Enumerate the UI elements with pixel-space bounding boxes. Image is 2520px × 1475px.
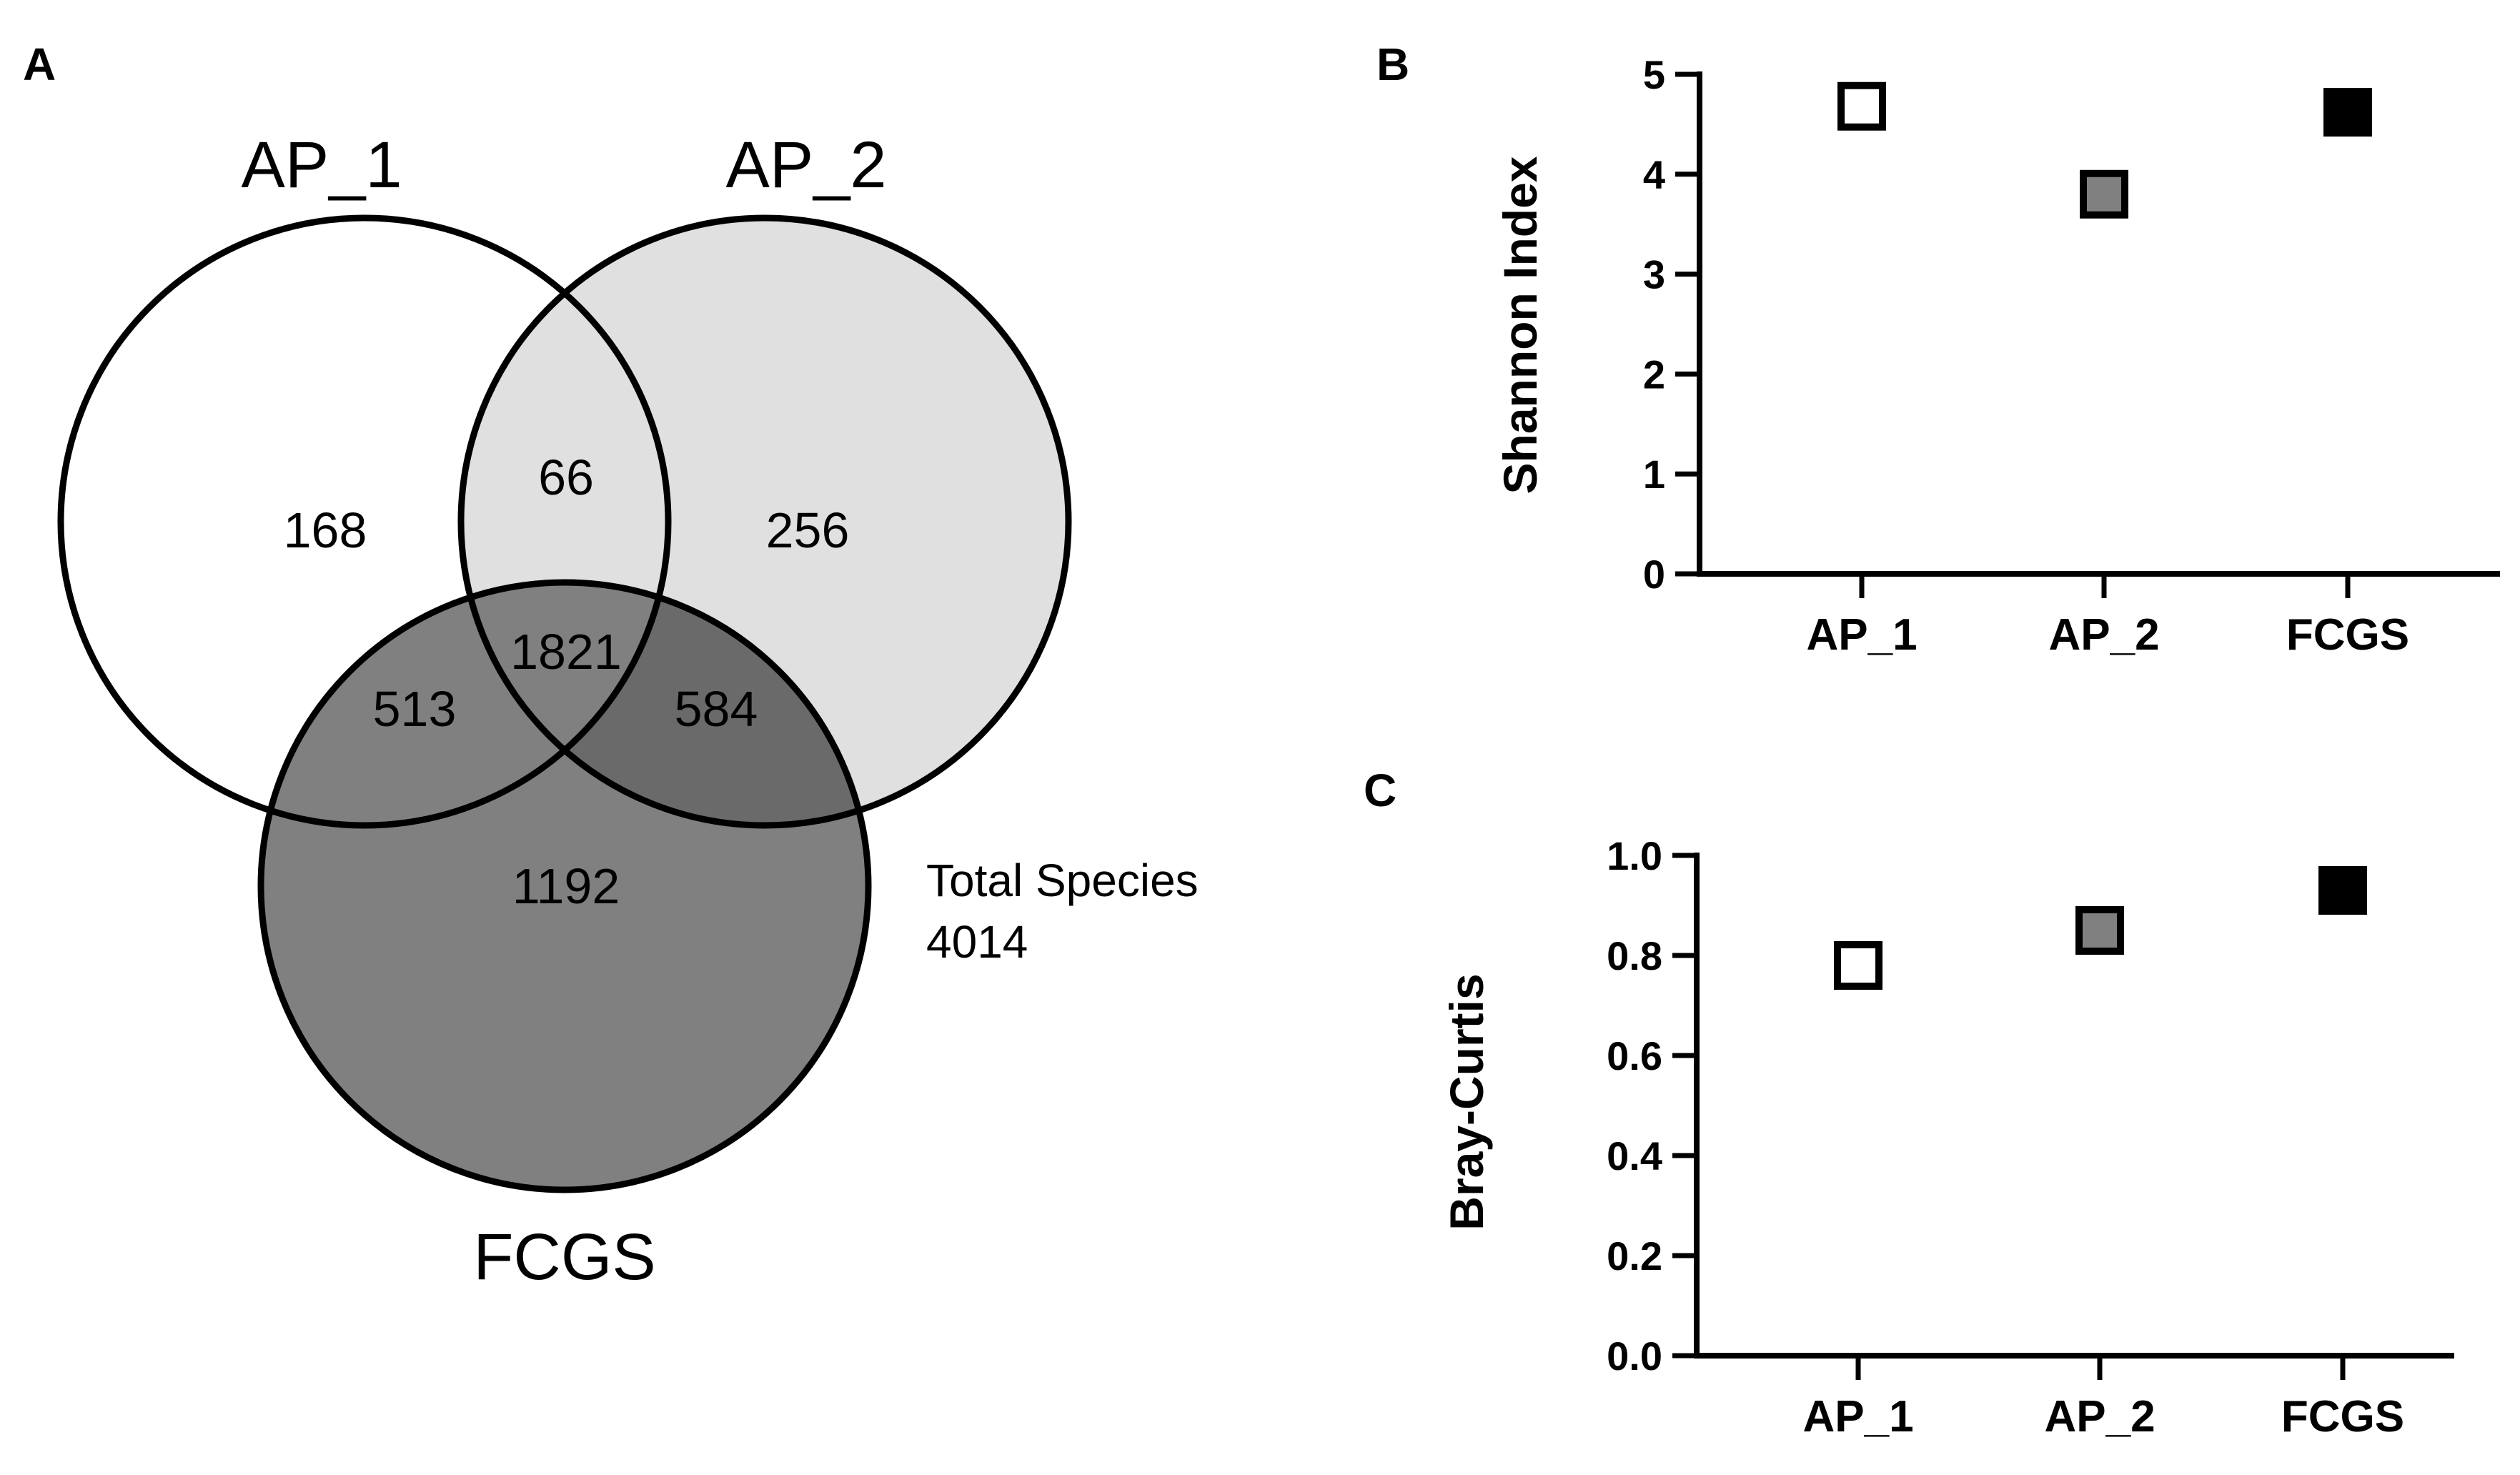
venn-count-all: 1821 [510,624,622,680]
shannon-x-tick-label: AP_1 [1806,610,1917,660]
bray-curtis-y-tick-label: 0.4 [1607,1133,1662,1178]
shannon-y-tick-label: 5 [1643,52,1665,97]
bray-curtis-y-tick-label: 0.0 [1607,1334,1662,1379]
bray-curtis-x-tick-label: AP_1 [1802,1392,1913,1441]
bray-curtis-y-tick-label: 0.8 [1607,933,1662,978]
venn-label-ap1: AP_1 [241,129,402,202]
venn-label-fcgs: FCGS [473,1221,656,1293]
bray-curtis-point-ap1 [1834,941,1882,990]
venn-circle-fcgs-outline [257,579,872,1193]
bray-curtis-chart: C Bray-Curtis 0.0 0.2 0.4 0.6 0.8 1.0 AP_1 AP_2… [1364,765,2454,1441]
venn-count-ap1-fcgs: 513 [373,681,457,737]
shannon-point-fcgs [2323,88,2372,137]
bray-curtis-point-fcgs [2318,866,2367,915]
venn-circle-ap2-outline [457,214,1072,829]
shannon-x-tick-label: AP_2 [2048,610,2159,660]
panel-label-b: B [1376,39,1409,90]
shannon-chart: B Shannon Index 0 1 2 3 4 5 AP_1 AP_2 FCGS [1376,39,2500,660]
shannon-x-tick-label: FCGS [2286,610,2409,660]
venn-circle-ap1-outline [57,214,672,829]
bray-curtis-y-axis-title: Bray-Curtis [1440,973,1493,1230]
shannon-point-ap1 [1837,81,1886,131]
venn-panel: A AP_1 AP_2 FCGS 168 256 66 1821 513 584… [23,39,1199,1293]
shannon-y-axis-title: Shannon Index [1494,156,1547,494]
bray-curtis-y-tick-label: 0.2 [1607,1233,1662,1278]
bray-curtis-y-tick-label: 0.6 [1607,1033,1662,1078]
shannon-y-tick-label: 1 [1643,452,1665,497]
shannon-y-tick-label: 0 [1643,552,1665,597]
venn-region-ap2-fcgs-fill [461,582,868,825]
venn-count-ap1-only: 168 [284,502,367,558]
shannon-y-tick-label: 4 [1643,152,1665,197]
bray-curtis-y-tick-label: 1.0 [1607,833,1662,878]
panel-label-c: C [1364,765,1397,816]
bray-curtis-x-tick-label: FCGS [2281,1392,2404,1441]
bray-curtis-point-ap2 [2075,906,2124,955]
venn-region-ap1-ap2-fcgs-fill [261,582,668,825]
venn-count-ap2-fcgs: 584 [675,681,758,737]
venn-count-ap1-ap2: 66 [538,450,594,505]
total-species-label: Total Species [926,855,1199,906]
shannon-y-tick-label: 3 [1643,252,1665,297]
venn-count-fcgs-only: 1192 [512,858,620,914]
bray-curtis-x-tick-label: AP_2 [2044,1392,2155,1441]
shannon-point-ap2 [2080,169,2128,219]
shannon-y-tick-label: 2 [1643,352,1665,397]
venn-count-ap2-only: 256 [766,502,850,558]
total-species-value: 4014 [926,916,1028,968]
venn-label-ap2: AP_2 [725,129,886,202]
panel-label-a: A [23,39,56,90]
